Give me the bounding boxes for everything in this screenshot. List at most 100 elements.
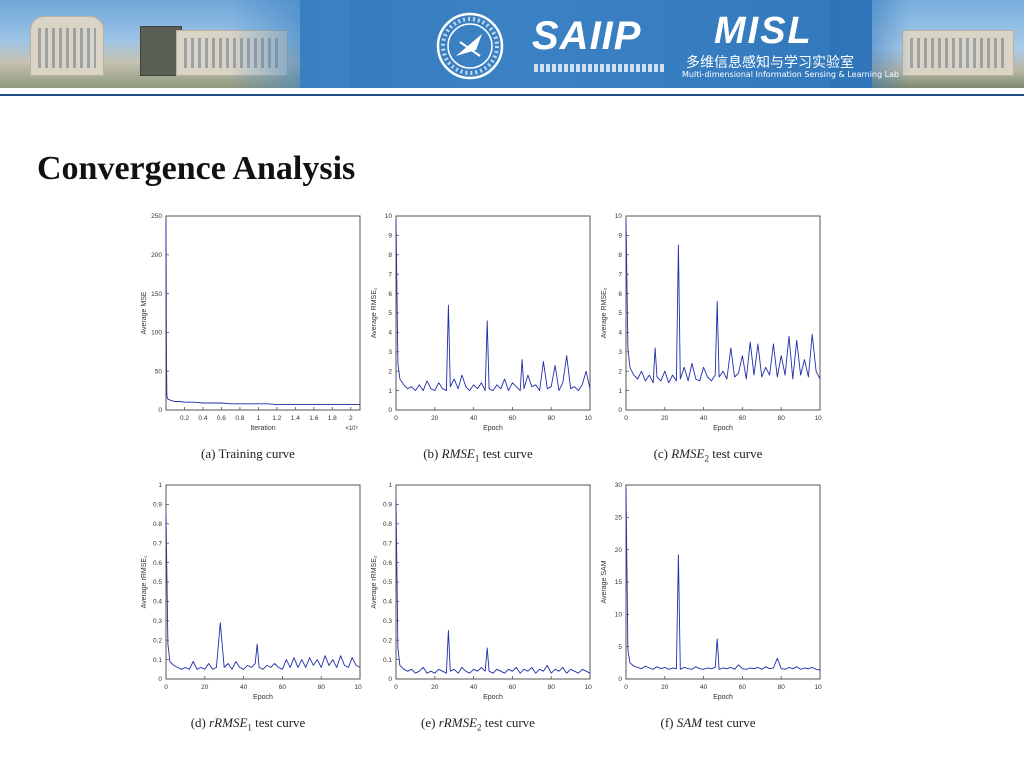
- caption-subscript: 2: [477, 722, 482, 733]
- chart-svg-e: 0 20 40 60 80 100 0 0.1 0.2 0.3 0.4 0.5 0.6 0.7 0.8 0.9…: [371, 482, 592, 701]
- x-tick-label: 60: [509, 684, 517, 691]
- y-tick-label: 1: [158, 482, 162, 489]
- x-axis-label: Epoch: [253, 694, 273, 701]
- y-tick-label: 10: [385, 213, 393, 220]
- series-line: [625, 488, 821, 671]
- x-tick-label: 40: [470, 415, 478, 422]
- x-tick-label: 80: [778, 415, 786, 422]
- y-tick-label: 0.9: [383, 502, 392, 509]
- y-tick-label: 0.3: [383, 618, 392, 625]
- x-tick-label: 100: [585, 684, 592, 691]
- series-line: [625, 219, 821, 384]
- chart-caption: (f) SAM test curve: [594, 715, 822, 731]
- caption-prefix: (a): [201, 446, 219, 461]
- x-tick-label: 1.2: [272, 415, 281, 422]
- x-tick-label: 1.6: [309, 415, 318, 422]
- x-tick-label: 80: [778, 684, 786, 691]
- chart-rmse2: 0 20 40 60 80 100 0 1 2 3 4 5 6 7 8 9 10 Epoch Average RMS…: [594, 212, 822, 472]
- y-axis-label: Average RMSE₂: [601, 287, 608, 338]
- y-tick-label: 1: [388, 482, 392, 489]
- y-tick-label: 0.8: [383, 521, 392, 528]
- plot-frame: [395, 484, 591, 680]
- y-tick-label: 30: [615, 482, 623, 489]
- y-tick-label: 6: [388, 291, 392, 298]
- y-tick-label: 0.5: [153, 579, 162, 586]
- caption-prefix: (d): [190, 715, 210, 730]
- x-axis-label: Epoch: [713, 694, 733, 701]
- misl-logo: MISL 多维信息感知与学习实验室 Multi-dimensional Info…: [682, 10, 900, 79]
- x-tick-label: 20: [661, 415, 669, 422]
- y-tick-label: 250: [151, 213, 162, 220]
- chart-svg-f: 0 20 40 60 80 100 0 5 10 15 20 25 30 Epoch Average SAM: [601, 482, 822, 701]
- y-tick-label: 150: [151, 291, 162, 298]
- series-line: [395, 219, 591, 392]
- y-tick-label: 6: [618, 291, 622, 298]
- university-seal-icon: [436, 12, 504, 80]
- y-tick-label: 9: [388, 233, 392, 240]
- saiip-subtitle-mark: [534, 64, 664, 72]
- caption-suffix: Training curve: [218, 446, 295, 461]
- y-tick-label: 4: [388, 330, 392, 337]
- y-tick-label: 0.5: [383, 579, 392, 586]
- x-tick-label: 0.8: [235, 415, 244, 422]
- y-tick-label: 0.2: [153, 637, 162, 644]
- y-tick-label: 0.1: [153, 657, 162, 664]
- chart-training-curve: 0.2 0.4 0.6 0.8 1 1.2 1.4 1.6 1.8 2 0 50 100 150 200 25…: [134, 212, 362, 472]
- y-axis-label: Average rRMSE₂: [371, 555, 378, 608]
- x-tick-label: 60: [279, 684, 287, 691]
- caption-subscript: 1: [474, 453, 480, 464]
- x-tick-label: 100: [585, 415, 592, 422]
- chart-sam: 0 20 40 60 80 100 0 5 10 15 20 25 30 Epoch Average SAM…: [594, 481, 822, 741]
- y-tick-label: 7: [388, 271, 392, 278]
- header-banner: SAIIP MISL 多维信息感知与学习实验室 Multi-dimensiona…: [0, 0, 1024, 88]
- x-tick-label: 20: [431, 684, 439, 691]
- caption-suffix: test curve: [255, 715, 306, 730]
- misl-cn-label: 多维信息感知与学习实验室: [686, 55, 854, 71]
- x-tick-label: 0: [624, 415, 628, 422]
- y-tick-label: 0.7: [383, 540, 392, 547]
- y-tick-label: 0: [158, 407, 162, 414]
- y-tick-label: 2: [618, 368, 622, 375]
- y-tick-label: 10: [615, 213, 623, 220]
- y-tick-label: 8: [388, 252, 392, 259]
- caption-math: RMSE: [441, 446, 475, 461]
- y-tick-label: 0.4: [153, 599, 162, 606]
- y-tick-label: 5: [618, 644, 622, 651]
- caption-suffix: test curve: [484, 715, 535, 730]
- chart-caption: (e) rRMSE2 test curve: [364, 715, 592, 733]
- x-tick-label: 40: [470, 684, 478, 691]
- caption-suffix: test curve: [712, 446, 763, 461]
- caption-subscript: 1: [247, 722, 252, 733]
- chart-caption: (d) rRMSE1 test curve: [134, 715, 362, 733]
- x-tick-label: 0.2: [180, 415, 189, 422]
- y-tick-label: 0: [618, 407, 622, 414]
- caption-prefix: (f): [660, 715, 677, 730]
- caption-subscript: 2: [704, 453, 709, 464]
- y-tick-label: 0.1: [383, 657, 392, 664]
- y-tick-label: 0.6: [153, 560, 162, 567]
- x-tick-label: 0: [394, 684, 398, 691]
- chart-rrmse2: 0 20 40 60 80 100 0 0.1 0.2 0.3 0.4 0.5 0.6 0.7 0.8 0.9…: [364, 481, 592, 741]
- y-tick-label: 50: [155, 368, 163, 375]
- caption-suffix: test curve: [705, 715, 756, 730]
- y-tick-label: 0: [158, 676, 162, 683]
- x-axis-label: Iteration: [250, 425, 275, 432]
- y-tick-label: 0: [388, 676, 392, 683]
- x-tick-label: 40: [700, 684, 708, 691]
- x-tick-label: 100: [815, 415, 822, 422]
- x-tick-label: 20: [661, 684, 669, 691]
- x-tick-label: 0.4: [198, 415, 207, 422]
- x-axis-label: Epoch: [483, 425, 503, 432]
- chart-caption: (c) RMSE2 test curve: [594, 446, 822, 464]
- y-tick-label: 200: [151, 252, 162, 259]
- y-tick-label: 20: [615, 547, 623, 554]
- y-tick-label: 8: [618, 252, 622, 259]
- plot-frame: [625, 484, 821, 680]
- series-line: [395, 500, 591, 674]
- y-tick-label: 15: [615, 579, 623, 586]
- y-tick-label: 2: [388, 368, 392, 375]
- x-tick-label: 80: [548, 415, 556, 422]
- y-tick-label: 0.6: [383, 560, 392, 567]
- chart-caption: (a) Training curve: [134, 446, 362, 462]
- x-tick-label: 0.6: [217, 415, 226, 422]
